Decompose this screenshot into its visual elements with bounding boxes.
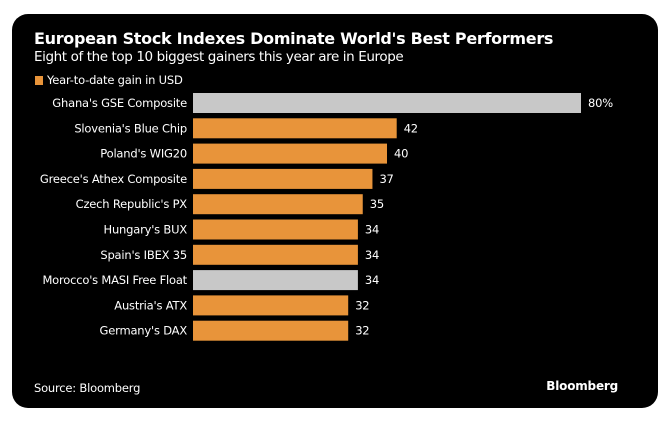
bar [193,118,397,139]
value-label: 34 [365,223,379,237]
value-label: 37 [379,172,393,186]
category-label: Spain's IBEX 35 [100,248,187,262]
bar [193,168,373,189]
value-label: 35 [370,197,384,211]
bar [193,93,581,113]
category-label: Czech Republic's PX [76,197,188,211]
value-label: 80% [588,96,613,110]
category-label: Hungary's BUX [104,223,188,237]
value-label: 32 [355,298,369,312]
bar [193,244,358,265]
legend-label: Year-to-date gain in USD [47,73,183,87]
category-label: Austria's ATX [114,298,187,312]
bloomberg-logo: Bloomberg [546,379,618,393]
bar [193,320,349,341]
value-label: 32 [355,324,369,338]
category-label: Morocco's MASI Free Float [42,273,187,287]
category-label: Greece's Athex Composite [40,172,187,186]
chart-title: European Stock Indexes Dominate World's … [34,29,554,48]
legend: Year-to-date gain in USD [35,73,183,87]
bar [193,143,387,164]
value-label: 34 [365,248,379,262]
bar [193,295,349,316]
value-label: 34 [365,273,379,287]
chart-subtitle: Eight of the top 10 biggest gainers this… [34,49,404,65]
legend-swatch [35,75,43,85]
value-label: 40 [394,147,408,161]
category-label: Poland's WIG20 [100,147,187,161]
chart-card: European Stock Indexes Dominate World's … [12,14,658,408]
source-note: Source: Bloomberg [34,381,141,395]
bar [193,270,358,291]
category-label: Ghana's GSE Composite [52,96,187,110]
category-label: Slovenia's Blue Chip [74,121,187,135]
value-label: 42 [404,121,418,135]
category-label: Germany's DAX [100,324,188,338]
bar [193,194,363,215]
bar [193,219,358,240]
